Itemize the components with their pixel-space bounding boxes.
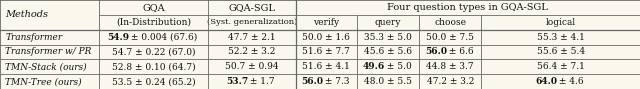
- Text: 52.2 ± 3.2: 52.2 ± 3.2: [228, 47, 276, 56]
- Text: ± 4.6: ± 4.6: [556, 77, 584, 86]
- Text: 54.9: 54.9: [108, 33, 129, 42]
- Text: ± 7.3: ± 7.3: [322, 77, 349, 86]
- Text: GQA: GQA: [142, 3, 165, 12]
- Text: logical: logical: [545, 18, 576, 27]
- Text: 50.0 ± 1.6: 50.0 ± 1.6: [303, 33, 350, 42]
- Text: Transformer: Transformer: [5, 33, 62, 42]
- Text: 64.0: 64.0: [536, 77, 557, 86]
- Text: 51.6 ± 7.7: 51.6 ± 7.7: [303, 47, 350, 56]
- Text: 49.6: 49.6: [363, 62, 385, 71]
- Text: 35.3 ± 5.0: 35.3 ± 5.0: [364, 33, 412, 42]
- Text: 56.4 ± 7.1: 56.4 ± 7.1: [537, 62, 584, 71]
- Text: 50.7 ± 0.94: 50.7 ± 0.94: [225, 62, 278, 71]
- Text: (In-Distribution): (In-Distribution): [116, 18, 191, 27]
- Text: GQA-SGL: GQA-SGL: [228, 3, 275, 12]
- Text: choose: choose: [435, 18, 466, 27]
- Text: 55.6 ± 5.4: 55.6 ± 5.4: [536, 47, 585, 56]
- Text: verify: verify: [314, 18, 339, 27]
- Text: 44.8 ± 3.7: 44.8 ± 3.7: [426, 62, 474, 71]
- Text: Methods: Methods: [5, 10, 48, 19]
- Text: 48.0 ± 5.5: 48.0 ± 5.5: [364, 77, 412, 86]
- Text: TMN-Stack (ours): TMN-Stack (ours): [5, 62, 87, 71]
- Text: 47.2 ± 3.2: 47.2 ± 3.2: [426, 77, 474, 86]
- Text: query: query: [375, 18, 401, 27]
- Text: 54.7 ± 0.22 (67.0): 54.7 ± 0.22 (67.0): [112, 47, 195, 56]
- Text: TMN-Tree (ours): TMN-Tree (ours): [5, 77, 82, 86]
- Text: Transformer w/ PR: Transformer w/ PR: [5, 47, 92, 56]
- Text: 53.5 ± 0.24 (65.2): 53.5 ± 0.24 (65.2): [112, 77, 195, 86]
- Text: (Syst. generalization): (Syst. generalization): [207, 18, 297, 26]
- Text: 50.0 ± 7.5: 50.0 ± 7.5: [426, 33, 474, 42]
- Text: ± 0.004 (67.6): ± 0.004 (67.6): [129, 33, 198, 42]
- Text: 47.7 ± 2.1: 47.7 ± 2.1: [228, 33, 276, 42]
- Text: 53.7: 53.7: [227, 77, 249, 86]
- Text: ± 5.0: ± 5.0: [383, 62, 412, 71]
- Text: 52.8 ± 0.10 (64.7): 52.8 ± 0.10 (64.7): [112, 62, 195, 71]
- Text: ± 1.7: ± 1.7: [248, 77, 275, 86]
- Text: 56.0: 56.0: [301, 77, 323, 86]
- Text: 45.6 ± 5.6: 45.6 ± 5.6: [364, 47, 412, 56]
- Text: Four question types in GQA-SGL: Four question types in GQA-SGL: [387, 3, 548, 12]
- Text: 56.0: 56.0: [425, 47, 447, 56]
- Text: 55.3 ± 4.1: 55.3 ± 4.1: [537, 33, 584, 42]
- Text: 51.6 ± 4.1: 51.6 ± 4.1: [303, 62, 350, 71]
- Text: ± 6.6: ± 6.6: [446, 47, 474, 56]
